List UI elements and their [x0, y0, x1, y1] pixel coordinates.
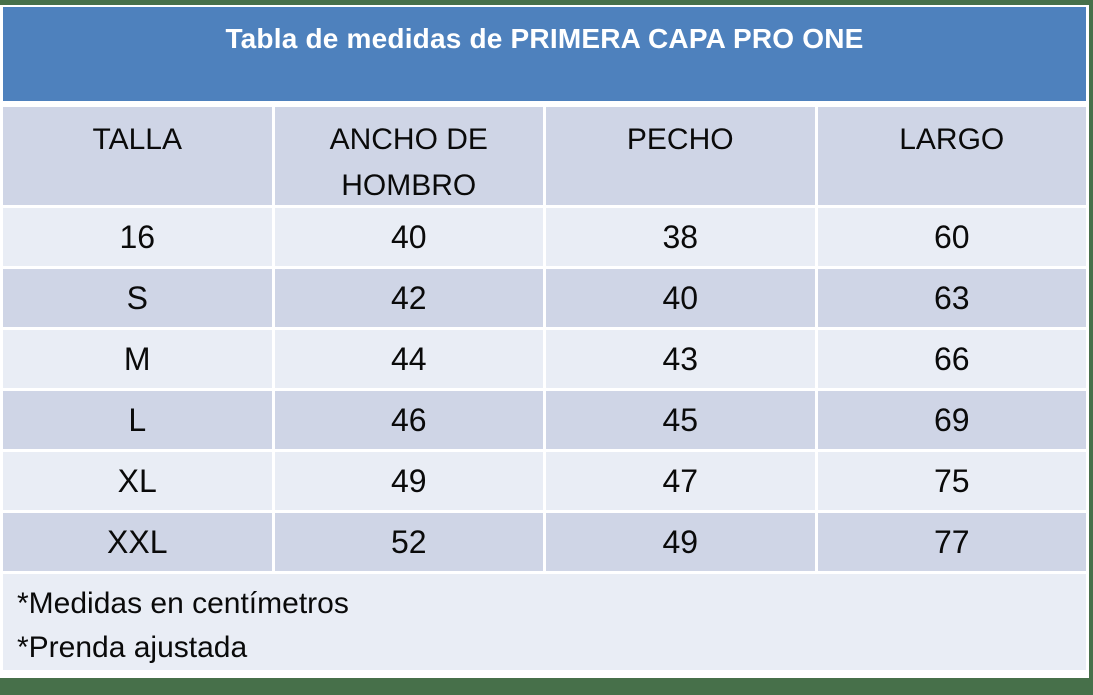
column-header-label: TALLA [92, 123, 183, 156]
column-header-largo: LARGO [817, 107, 1086, 205]
column-header-label: LARGO [899, 123, 1005, 156]
cell-size-s-talla: S [3, 269, 272, 327]
column-header-label: ANCHO DE HOMBRO [329, 123, 488, 202]
cell-size-l-ancho: 46 [274, 391, 543, 449]
cell-size-m-largo: 66 [817, 330, 1086, 388]
cell-size-xl-largo: 75 [817, 452, 1086, 510]
footnote-fit: *Prenda ajustada [17, 631, 248, 664]
cell-size-l-pecho: 45 [546, 391, 815, 449]
cell-size-s-pecho: 40 [546, 269, 815, 327]
cell-size-xl-talla: XL [3, 452, 272, 510]
cell-size-16-largo: 60 [817, 208, 1086, 266]
cell-size-m-talla: M [3, 330, 272, 388]
cell-size-xl-pecho: 47 [546, 452, 815, 510]
cell-size-xxl-largo: 77 [817, 513, 1086, 571]
cell-size-s-ancho: 42 [274, 269, 543, 327]
column-header-ancho-de-hombro: ANCHO DE HOMBRO [274, 107, 543, 205]
cell-size-xxl-ancho: 52 [274, 513, 543, 571]
size-chart: Tabla de medidas de PRIMERA CAPA PRO ONE… [0, 5, 1089, 678]
cell-size-xxl-talla: XXL [3, 513, 272, 571]
cell-size-16-talla: 16 [3, 208, 272, 266]
size-table: TALLA ANCHO DE HOMBRO PECHO LARGO 16 40 … [3, 107, 1086, 571]
column-header-talla: TALLA [3, 107, 272, 205]
cell-size-xl-ancho: 49 [274, 452, 543, 510]
cell-size-s-largo: 63 [817, 269, 1086, 327]
cell-size-m-ancho: 44 [274, 330, 543, 388]
cell-size-m-pecho: 43 [546, 330, 815, 388]
cell-size-l-talla: L [3, 391, 272, 449]
column-header-label: PECHO [626, 123, 734, 156]
column-header-pecho: PECHO [546, 107, 815, 205]
cell-size-16-pecho: 38 [546, 208, 815, 266]
cell-size-xxl-pecho: 49 [546, 513, 815, 571]
cell-size-l-largo: 69 [817, 391, 1086, 449]
footnotes: *Medidas en centímetros *Prenda ajustada [3, 574, 1086, 670]
page-title: Tabla de medidas de PRIMERA CAPA PRO ONE [225, 23, 864, 54]
footnote-units: *Medidas en centímetros [17, 587, 349, 620]
cell-size-16-ancho: 40 [274, 208, 543, 266]
title-bar: Tabla de medidas de PRIMERA CAPA PRO ONE [3, 7, 1086, 101]
